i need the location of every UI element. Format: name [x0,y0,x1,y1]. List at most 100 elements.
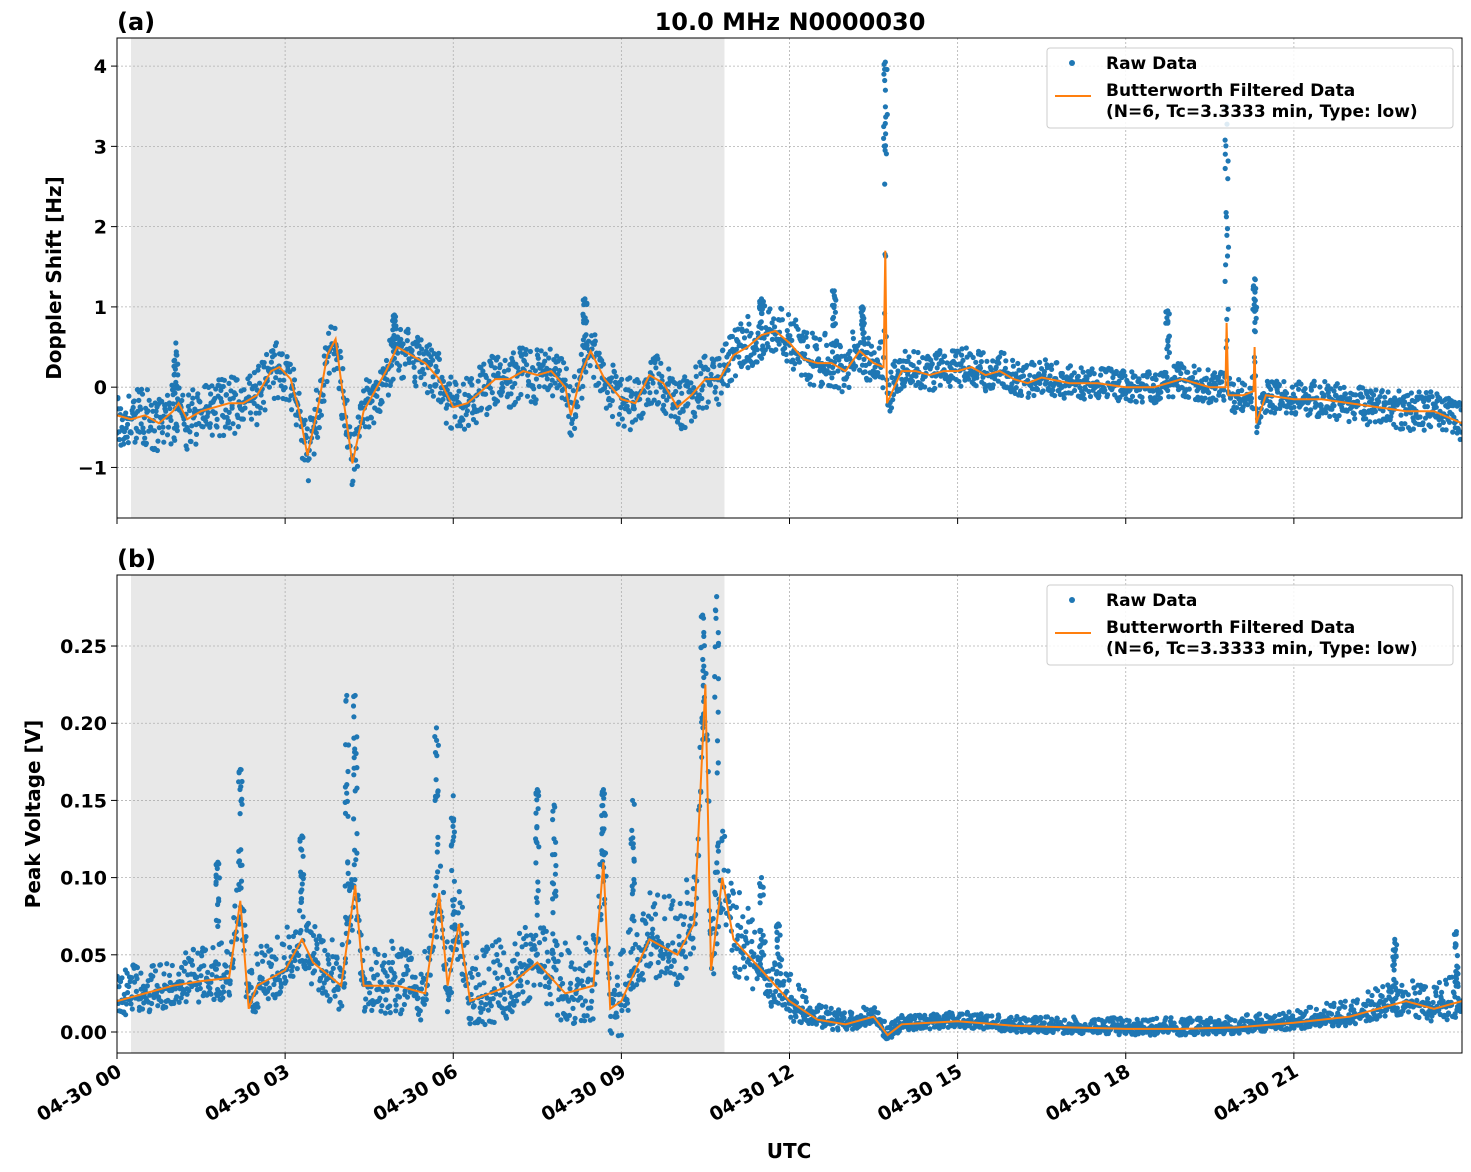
raw-point [178,995,184,1001]
raw-point [571,1020,578,1026]
raw-point [401,1001,407,1008]
raw-point [1033,1014,1039,1020]
raw-point [977,365,984,371]
raw-point [1008,1014,1014,1020]
raw-point [657,973,663,979]
raw-point [194,974,200,980]
raw-point [557,976,564,982]
raw-point [320,392,326,398]
raw-point [334,955,340,961]
raw-point [497,362,503,368]
raw-point [127,978,133,985]
raw-point [1205,367,1211,373]
raw-point [173,986,179,992]
raw-point [405,967,411,973]
raw-point [676,384,683,390]
raw-point [137,429,143,435]
raw-point [625,1007,631,1013]
raw-point [1291,404,1297,410]
raw-point [1189,374,1196,381]
raw-point [1078,365,1084,371]
raw-point [684,900,691,906]
raw-point [620,948,627,955]
raw-point [1091,371,1097,377]
raw-point [264,351,270,358]
raw-point [789,337,795,343]
raw-point [390,335,396,341]
raw-point [507,378,513,385]
raw-point [653,389,659,395]
raw-point [134,964,140,971]
raw-point [812,335,819,341]
raw-point [1031,362,1037,368]
raw-point [1433,404,1439,410]
raw-point [555,958,561,964]
raw-point [305,478,311,484]
raw-point [124,970,130,976]
raw-point [676,942,683,948]
raw-point [255,961,261,967]
raw-point [314,945,320,952]
raw-point [139,1006,146,1012]
raw-point [313,430,319,436]
raw-point [138,421,144,427]
raw-point [1341,384,1347,390]
raw-point [989,1013,995,1019]
raw-point [568,964,574,970]
raw-point [1351,411,1357,417]
raw-point [664,397,670,403]
raw-point [650,926,656,932]
raw-point [1239,387,1245,394]
raw-point [1059,370,1065,377]
raw-point [514,965,520,971]
raw-point [550,393,556,399]
raw-point [313,937,319,943]
raw-point [996,1014,1002,1020]
raw-point [290,973,296,979]
raw-point [129,1006,135,1012]
raw-point [382,1010,388,1016]
raw-point [1004,384,1010,390]
raw-point [318,412,324,418]
raw-point [519,944,525,950]
raw-point [523,941,529,948]
raw-point [293,422,299,428]
raw-point [781,978,787,985]
raw-point [728,880,734,886]
raw-point [725,868,731,874]
raw-point [412,374,418,380]
raw-point [512,941,518,947]
raw-point [475,378,481,384]
raw-point [1458,429,1462,435]
raw-point [990,382,996,388]
raw-point [571,996,577,1003]
raw-point [572,1015,578,1021]
raw-point [125,440,131,446]
raw-point [871,1005,878,1011]
raw-point [712,389,718,395]
raw-point [1127,387,1133,393]
raw-point [1163,370,1169,376]
raw-point [413,383,419,389]
raw-point [909,378,916,384]
raw-point [155,1003,161,1009]
raw-point [1323,410,1329,416]
raw-point [556,367,563,374]
raw-point [583,940,589,946]
raw-point [1158,389,1164,395]
raw-point [171,1000,177,1007]
raw-point [534,951,541,957]
raw-point [418,1017,424,1023]
raw-point [740,914,746,920]
raw-point [688,380,694,386]
raw-point [1044,1014,1051,1020]
raw-point [338,354,344,361]
raw-point [469,974,475,980]
raw-point [911,349,917,355]
raw-point [294,966,300,972]
raw-point [1067,363,1073,369]
raw-point [931,380,937,386]
raw-point [652,360,658,366]
raw-point [729,377,735,383]
raw-point [980,350,986,356]
